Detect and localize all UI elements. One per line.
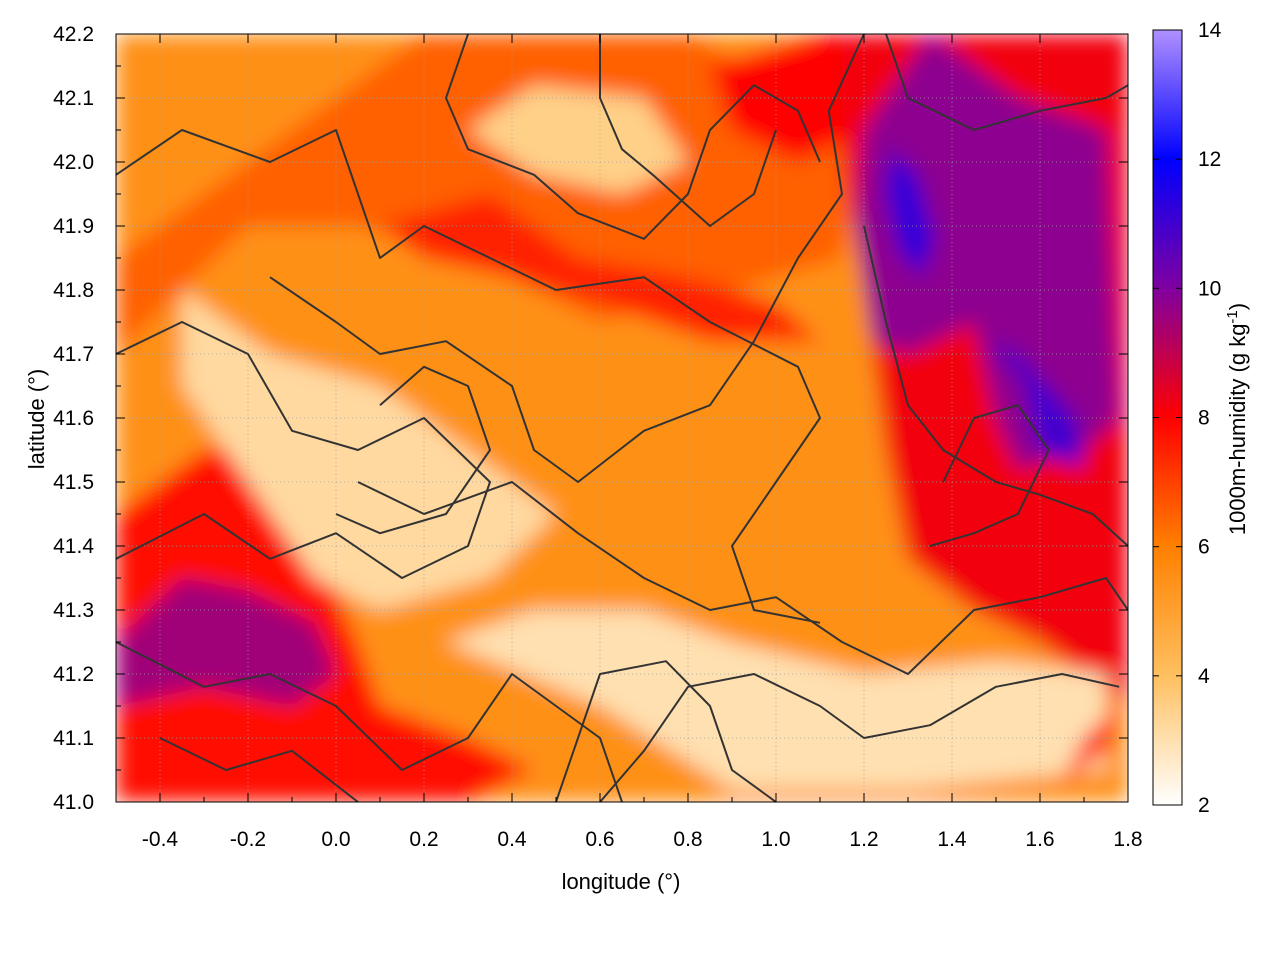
colorbar-tick-label: 14 <box>1198 19 1222 42</box>
y-tick-label: 42.2 <box>53 23 94 46</box>
humidity-region-red-band-north <box>380 194 820 342</box>
terrain-contours <box>116 34 1128 802</box>
y-tick-label: 41.1 <box>53 727 94 750</box>
x-tick-label: -0.4 <box>142 828 179 851</box>
contour-line-7 <box>599 673 1120 802</box>
colorbar-tick-label: 12 <box>1198 148 1221 171</box>
humidity-region-pale-center <box>182 290 556 610</box>
colorbar-tick-label: 2 <box>1198 794 1210 817</box>
colorbar-ticks: 2 4 6 8 10 12 14 <box>1153 19 1222 817</box>
humidity-region-pale-south <box>446 610 1106 790</box>
x-tick-label: -0.2 <box>230 828 266 851</box>
colorbar-label-end: ) <box>1225 303 1250 310</box>
colorbar-tick-label: 4 <box>1198 665 1210 688</box>
x-tick-label: 0.2 <box>409 828 438 851</box>
x-tick-label: 1.4 <box>937 828 967 851</box>
contour-line-11 <box>159 737 359 802</box>
colorbar-label: 1000m-humidity (g kg-1) <box>1224 303 1250 535</box>
contour-line-5 <box>445 34 821 240</box>
colorbar-label-main: 1000m-humidity (g kg <box>1225 324 1250 536</box>
y-tick-label: 41.3 <box>53 599 94 622</box>
x-tick-label: 1.6 <box>1025 828 1054 851</box>
y-tick-label: 41.5 <box>53 471 94 494</box>
contour-line-4 <box>269 34 865 483</box>
colorbar-tick-label: 8 <box>1198 407 1210 430</box>
humidity-region-east-blue-2 <box>987 341 1084 470</box>
y-tick-label: 41.9 <box>53 215 94 238</box>
contour-line-6 <box>555 660 777 802</box>
contour-line-1 <box>116 321 491 579</box>
x-tick-label: 0.8 <box>673 828 702 851</box>
contour-line-10 <box>599 34 777 227</box>
contour-line-2 <box>116 641 623 802</box>
humidity-field-blur <box>116 34 1128 802</box>
contour-line-3 <box>357 481 1128 675</box>
humidity-region-east-blue <box>886 149 935 278</box>
contour-line-12 <box>335 365 491 535</box>
humidity-region-west-red <box>116 450 534 802</box>
humidity-field <box>116 34 1128 802</box>
humidity-region-southeast-red-spot <box>1062 706 1120 783</box>
y-tick-label: 41.0 <box>53 791 94 814</box>
y-axis: 41.0 41.1 41.2 41.3 41.4 41.5 41.6 41.7 41.8 41.9… <box>53 23 1128 814</box>
x-axis-label: longitude (°) <box>562 869 681 894</box>
contour-line-9 <box>885 34 1128 131</box>
y-tick-label: 42.1 <box>53 87 94 110</box>
colorbar-tick-label: 10 <box>1198 277 1221 300</box>
humidity-region-east-purple <box>855 34 1120 470</box>
y-tick-label: 42.0 <box>53 151 94 174</box>
y-tick-label: 41.7 <box>53 343 94 366</box>
y-tick-label: 41.4 <box>53 535 94 558</box>
colorbar-label-exponent: -1 <box>1224 310 1241 323</box>
x-axis: -0.4 -0.2 0.0 0.2 0.4 0.6 0.8 1.0 1.2 1.4 1.6 1.8 <box>115 34 1143 851</box>
humidity-region-pale-north <box>468 85 688 194</box>
y-tick-label: 41.6 <box>53 407 94 430</box>
x-tick-label: 1.8 <box>1113 828 1142 851</box>
contour-line-8 <box>863 225 1128 547</box>
y-axis-label: latitude (°) <box>24 369 49 470</box>
colorbar-tick-label: 6 <box>1198 536 1210 559</box>
x-tick-label: 0.0 <box>321 828 350 851</box>
x-tick-label: 0.6 <box>585 828 614 851</box>
contour-line-13 <box>929 404 1050 547</box>
x-tick-label: 0.4 <box>497 828 527 851</box>
y-tick-label: 41.8 <box>53 279 94 302</box>
y-tick-label: 41.2 <box>53 663 94 686</box>
x-tick-label: 1.0 <box>761 828 790 851</box>
contour-line-0 <box>116 129 821 624</box>
x-tick-label: 1.2 <box>849 828 878 851</box>
